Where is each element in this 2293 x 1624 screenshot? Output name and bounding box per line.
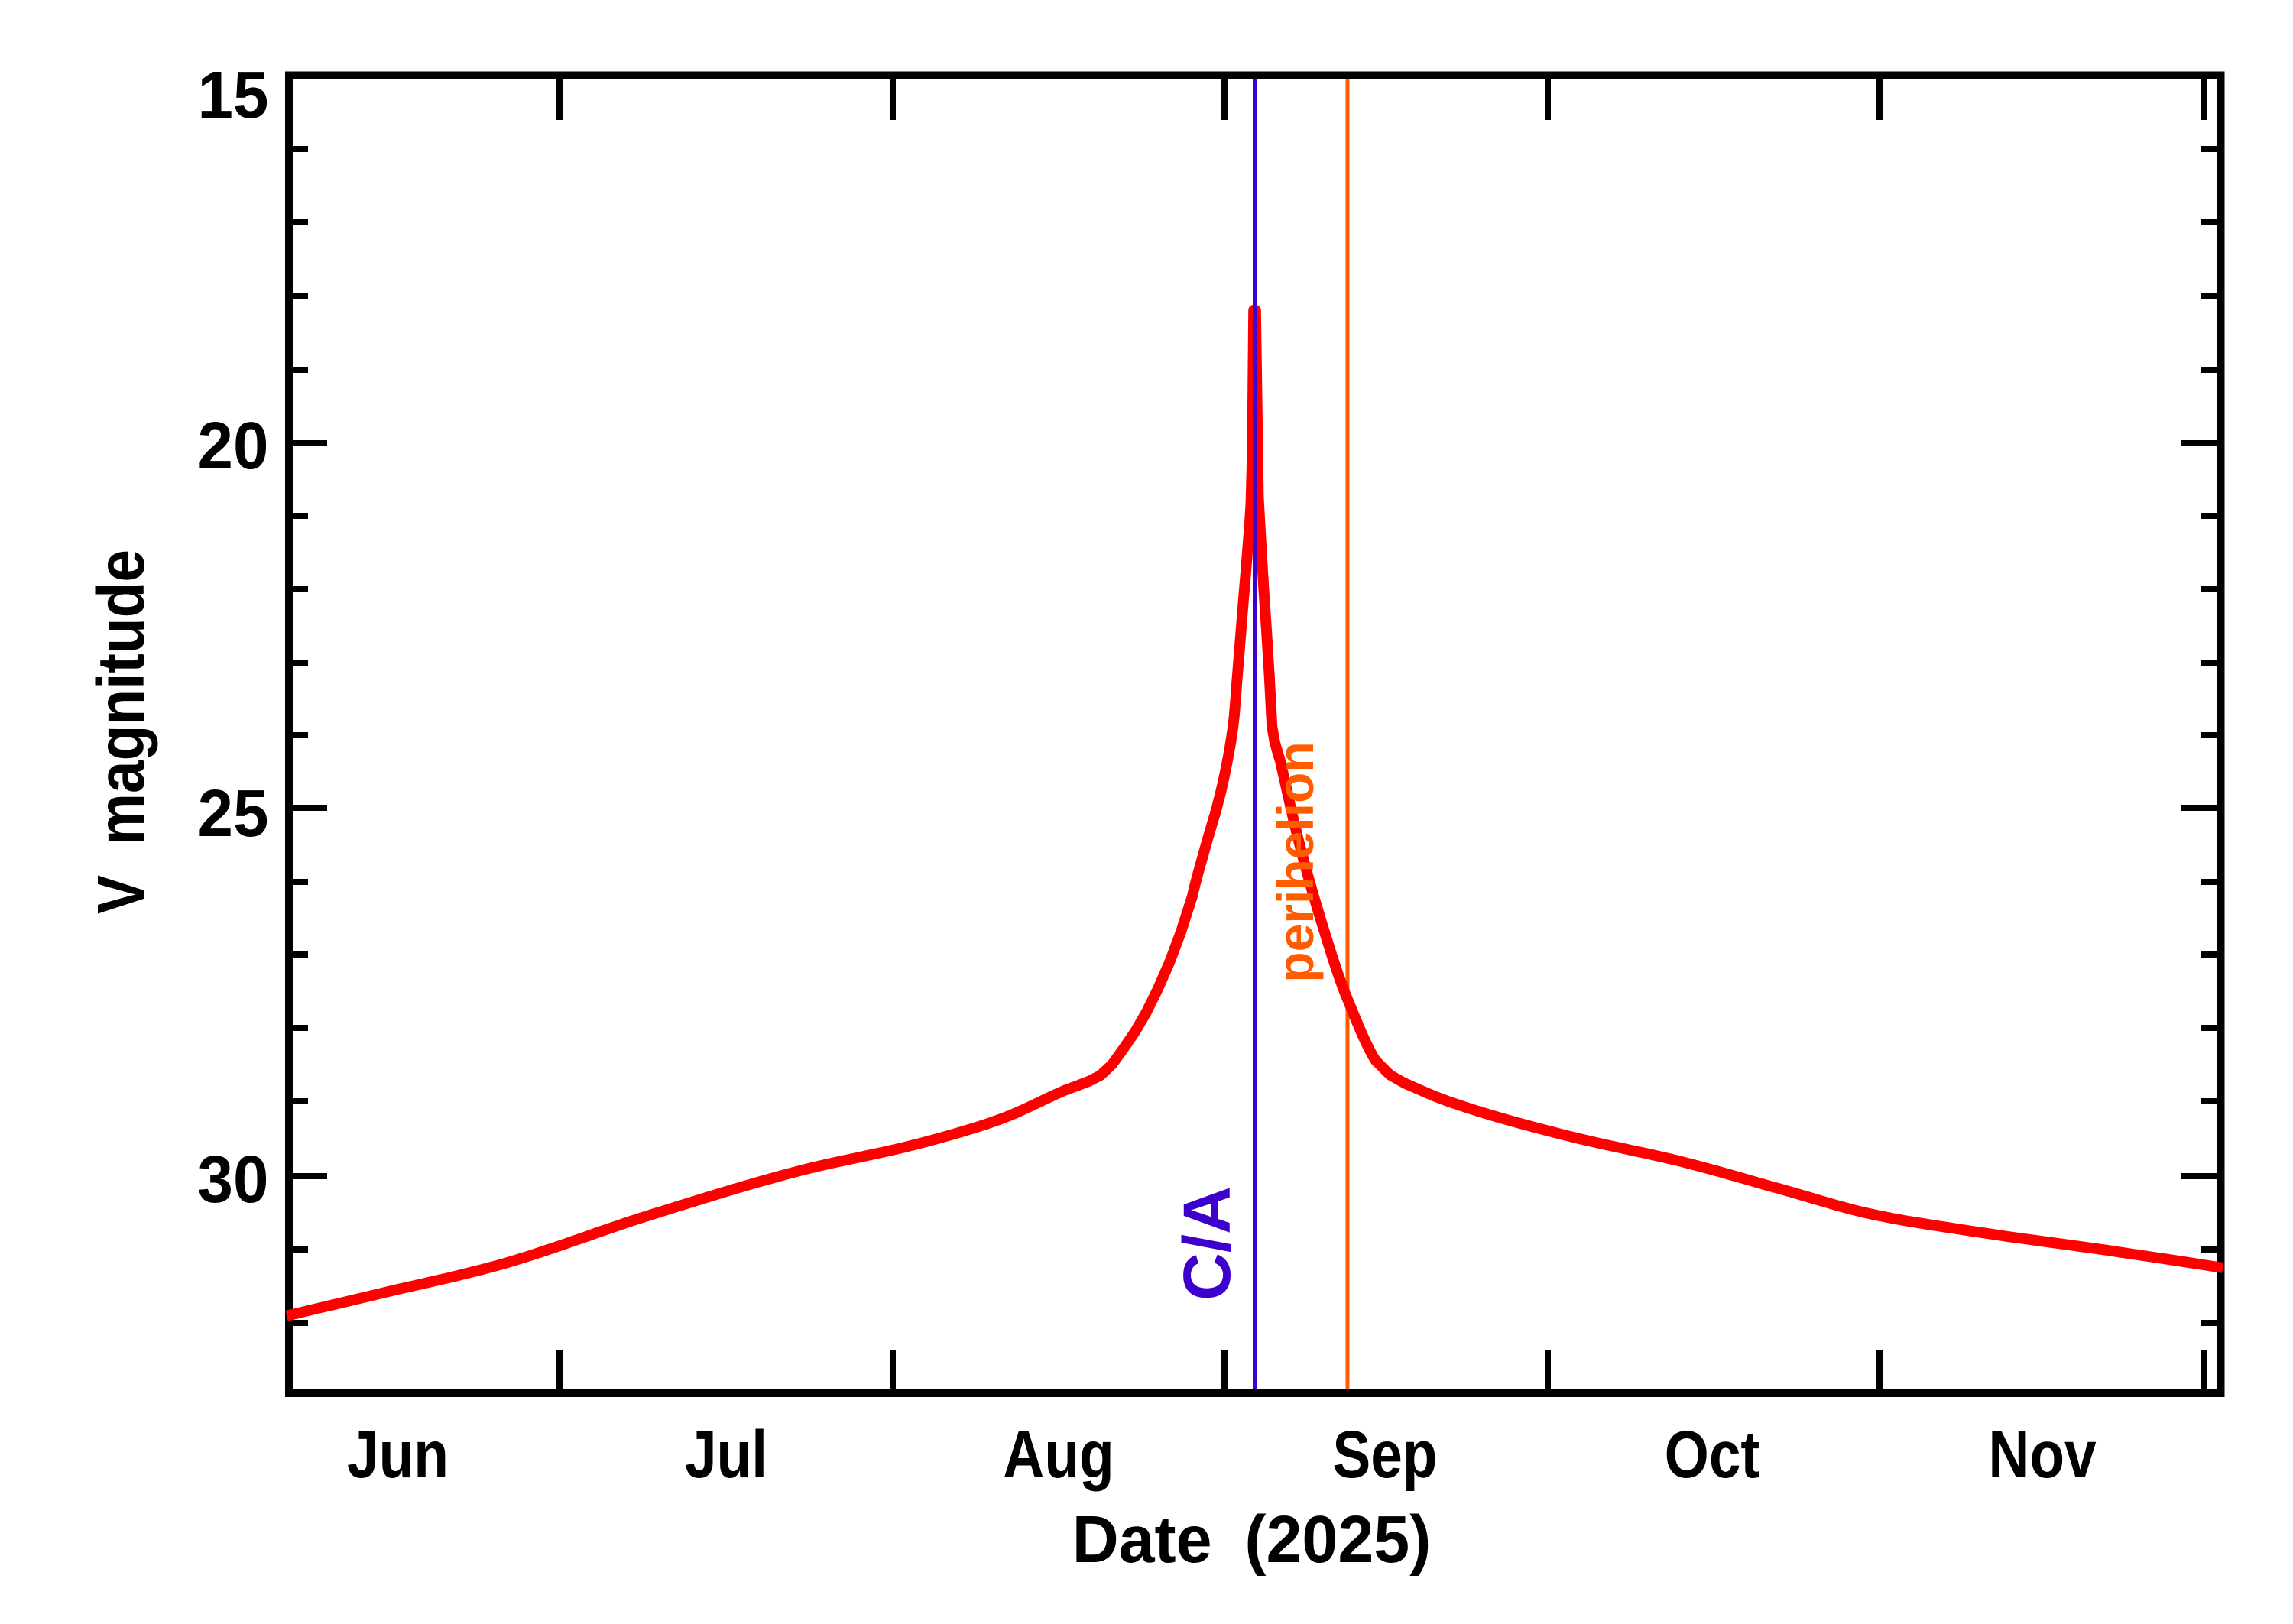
svg-text:Sep: Sep: [1332, 1418, 1437, 1493]
svg-text:15: 15: [198, 58, 269, 132]
svg-text:Oct: Oct: [1665, 1418, 1760, 1493]
svg-text:perihelion: perihelion: [1267, 741, 1324, 982]
svg-text:Jun: Jun: [347, 1418, 449, 1493]
svg-text:25: 25: [198, 776, 269, 851]
svg-text:Date (2025): Date (2025): [1072, 1502, 1432, 1577]
svg-text:20: 20: [198, 409, 269, 483]
svg-text:Jul: Jul: [685, 1418, 767, 1493]
svg-text:Aug: Aug: [1003, 1418, 1114, 1493]
svg-text:30: 30: [198, 1143, 269, 1217]
svg-text:C/A: C/A: [1170, 1186, 1244, 1301]
svg-text:V magnitude: V magnitude: [84, 549, 158, 914]
svg-text:Nov: Nov: [1988, 1418, 2096, 1493]
